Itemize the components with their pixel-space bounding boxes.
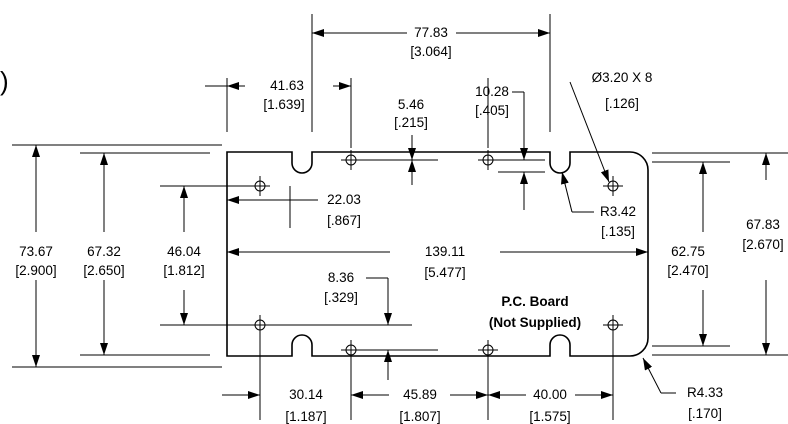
- dimension-lines: [32, 29, 770, 399]
- dim-hole-dia: Ø3.20 X 8: [592, 70, 653, 85]
- hole-icon: [250, 315, 270, 335]
- dim-77-83-in: [3.064]: [410, 44, 451, 59]
- dim-139-11-in: [5.477]: [424, 265, 465, 280]
- dim-8-36-mm: 8.36: [328, 270, 354, 285]
- dim-5-46-in: [.215]: [394, 115, 428, 130]
- dim-r3-42-in: [.135]: [601, 224, 635, 239]
- dim-30-14-in: [1.187]: [285, 409, 326, 424]
- dim-41-63-in: [1.639]: [263, 97, 304, 112]
- hole-icon: [478, 150, 498, 170]
- dim-73-67-in: [2.900]: [15, 263, 56, 278]
- dim-8-36-in: [.329]: [324, 290, 358, 305]
- dim-r4-33-in: [.170]: [688, 406, 722, 421]
- dim-46-04-mm: 46.04: [167, 244, 201, 259]
- hole-icon: [478, 340, 498, 360]
- dim-67-83-in: [2.670]: [742, 237, 783, 252]
- mounting-holes: [250, 150, 623, 360]
- dim-41-63-mm: 41.63: [270, 78, 304, 93]
- dim-r3-42-mm: R3.42: [600, 204, 636, 219]
- dim-139-11-mm: 139.11: [425, 244, 465, 259]
- cropped-left-text: ): [0, 66, 9, 96]
- dim-10-28-in: [.405]: [475, 103, 509, 118]
- dim-67-32-mm: 67.32: [87, 244, 121, 259]
- dim-22-03-in: [.867]: [327, 213, 361, 228]
- dim-67-83-mm: 67.83: [746, 217, 780, 232]
- dim-73-67-mm: 73.67: [19, 244, 53, 259]
- board-label-line1: P.C. Board: [501, 294, 568, 309]
- hole-icon: [603, 176, 623, 196]
- board-label: P.C. Board (Not Supplied): [489, 294, 581, 330]
- dim-10-28-mm: 10.28: [475, 84, 509, 99]
- dim-hole-dia-in: [.126]: [605, 96, 639, 111]
- dim-45-89-in: [1.807]: [399, 409, 440, 424]
- dim-22-03-mm: 22.03: [327, 192, 361, 207]
- dim-62-75-mm: 62.75: [671, 244, 705, 259]
- hole-icon: [341, 150, 361, 170]
- dimension-labels: 77.83 [3.064] 41.63 [1.639] 5.46 [.215] …: [15, 25, 783, 424]
- dim-40-00-mm: 40.00: [533, 387, 567, 402]
- board-outline: [226, 151, 649, 357]
- dim-r4-33-mm: R4.33: [687, 385, 723, 400]
- hole-icon: [603, 315, 623, 335]
- extension-lines: [12, 14, 788, 420]
- dim-40-00-in: [1.575]: [529, 409, 570, 424]
- dim-30-14-mm: 30.14: [289, 387, 323, 402]
- hole-icon: [250, 176, 270, 196]
- dim-77-83-mm: 77.83: [414, 25, 448, 40]
- dim-46-04-in: [1.812]: [163, 263, 204, 278]
- board-label-line2: (Not Supplied): [489, 315, 581, 330]
- dim-67-32-in: [2.650]: [83, 263, 124, 278]
- dim-62-75-in: [2.470]: [667, 263, 708, 278]
- dim-45-89-mm: 45.89: [403, 387, 437, 402]
- hole-icon: [341, 340, 361, 360]
- dim-5-46-mm: 5.46: [398, 97, 424, 112]
